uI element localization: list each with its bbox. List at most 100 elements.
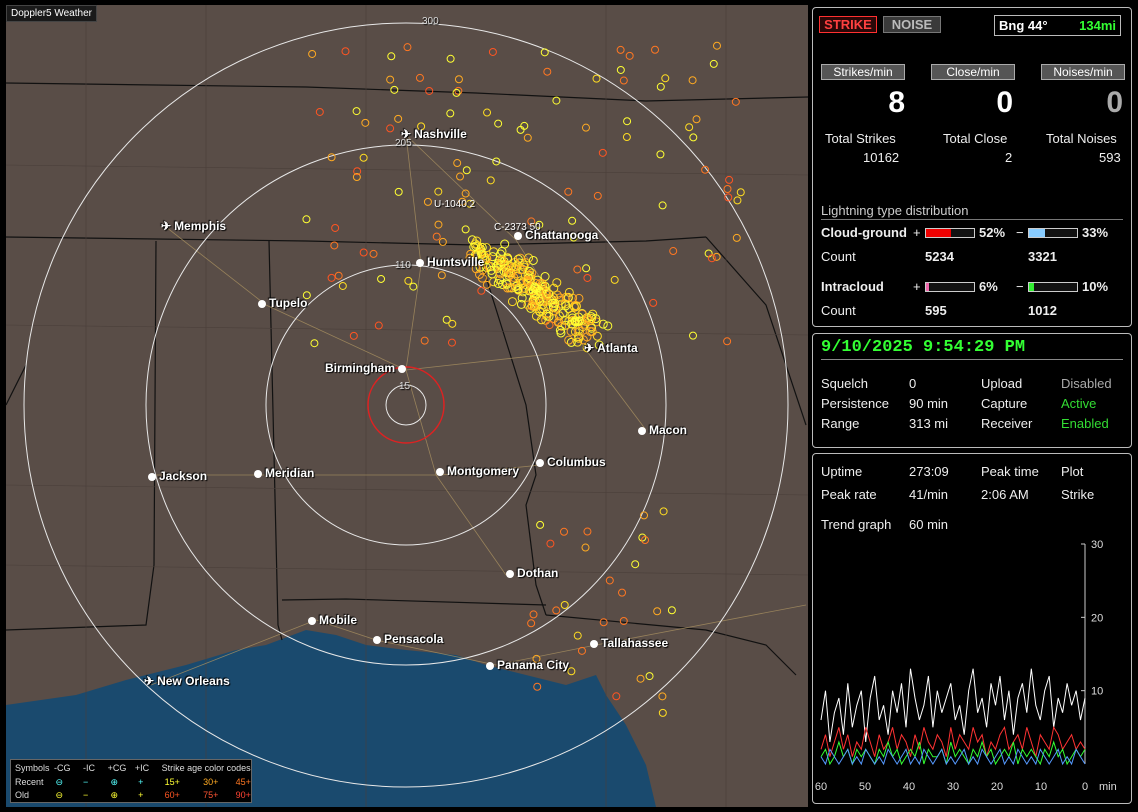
y-tick-label: 20 xyxy=(1091,612,1103,624)
strike-symbol xyxy=(622,133,631,142)
legend-col-pos-cg: +CG xyxy=(107,763,127,773)
strike-symbol xyxy=(524,273,534,283)
city-macon: Macon xyxy=(638,423,687,437)
pos-cg-symbol-icon: ⊕ xyxy=(110,777,119,787)
county-lines xyxy=(6,5,808,807)
strike-symbol xyxy=(645,672,654,681)
strike-symbol xyxy=(349,331,358,340)
strike-symbol xyxy=(497,255,507,265)
close-per-min-header: Close/min xyxy=(931,64,1015,80)
datetime-display: 9/10/2025 9:54:29 PM xyxy=(821,338,1026,357)
x-tick-label: 0 xyxy=(1082,781,1088,793)
peak-rate-label: Peak rate xyxy=(821,487,877,502)
city-chattanooga: Chattanooga xyxy=(514,228,598,242)
legend-age-45: 45+ xyxy=(235,777,251,787)
map-canvas xyxy=(6,5,808,807)
noise-mode-button[interactable]: NOISE xyxy=(883,16,941,33)
city-tupelo: Tupelo xyxy=(258,296,307,310)
city-label: Huntsville xyxy=(427,255,485,269)
strike-symbol xyxy=(454,75,463,84)
strike-symbol xyxy=(552,96,561,105)
ic-negative-count: 1012 xyxy=(1028,303,1057,318)
strike-symbol xyxy=(723,185,732,194)
strike-symbol xyxy=(559,527,568,536)
strike-symbol xyxy=(361,118,370,127)
city-label: Columbus xyxy=(547,455,606,469)
cg-positive-count: 5234 xyxy=(925,249,954,264)
strike-symbol xyxy=(564,335,574,345)
city-pensacola: Pensacola xyxy=(373,632,443,646)
datetime-divider xyxy=(821,359,1123,360)
strike-symbol xyxy=(352,173,361,182)
city-dot-icon xyxy=(398,364,407,373)
x-tick-label: 40 xyxy=(903,781,915,793)
legend-symbols-label: Symbols xyxy=(15,763,50,773)
strike-symbol xyxy=(549,283,559,293)
strike-symbol xyxy=(533,284,542,293)
strike-symbol xyxy=(701,165,710,174)
ic-count-label: Count xyxy=(821,303,856,318)
city-label: Macon xyxy=(649,423,688,437)
neg-ic-symbol-icon: − xyxy=(83,777,89,787)
lightning-map[interactable]: Doppler5 Weather 300 205 110 15 U-1040 2… xyxy=(6,5,808,807)
city-label: Meridian xyxy=(265,466,315,480)
strike-symbol xyxy=(712,252,721,261)
strike-symbol xyxy=(523,133,532,142)
strike-symbol xyxy=(625,51,634,60)
plot-label: Plot xyxy=(1061,464,1084,479)
strike-symbol xyxy=(310,339,319,348)
strike-symbol xyxy=(658,201,667,210)
strike-symbol xyxy=(564,187,573,196)
airport-icon: ✈ xyxy=(161,219,172,233)
strike-symbol xyxy=(446,54,455,63)
strike-symbol xyxy=(446,109,455,118)
strike-symbol xyxy=(636,674,645,683)
strike-symbol xyxy=(583,527,592,536)
strikes-per-min-value: 8 xyxy=(888,86,905,119)
strike-symbol xyxy=(588,309,598,319)
city-label: Tupelo xyxy=(269,296,308,310)
strike-mode-button[interactable]: STRIKE xyxy=(819,16,877,33)
strike-symbol xyxy=(423,197,432,206)
strike-symbol xyxy=(591,317,601,327)
strike-symbol xyxy=(653,607,662,616)
strike-symbol xyxy=(386,124,395,133)
strike-symbol xyxy=(448,319,457,328)
strike-symbol xyxy=(517,293,527,303)
strike-symbol xyxy=(515,253,525,263)
strike-symbol xyxy=(598,148,607,157)
bearing-value: Bng 44° xyxy=(999,18,1048,33)
strike-symbol xyxy=(638,533,647,542)
strike-symbol xyxy=(315,107,324,116)
strike-symbol xyxy=(516,125,525,134)
city-dot-icon xyxy=(506,569,514,578)
city-dot-icon xyxy=(514,231,522,240)
track-label-u: U-1040 2 xyxy=(434,199,476,210)
plot-value[interactable]: Strike xyxy=(1061,487,1095,502)
strike-symbol xyxy=(649,298,658,307)
strike-symbol xyxy=(523,300,533,310)
strike-symbol xyxy=(573,265,582,274)
strike-symbol xyxy=(641,536,650,545)
strike-symbol xyxy=(578,335,588,345)
city-label: Dothan xyxy=(517,566,559,580)
strike-symbol xyxy=(447,338,456,347)
strike-symbol xyxy=(482,280,491,289)
city-label: Jackson xyxy=(159,469,208,483)
distribution-divider xyxy=(821,219,1123,220)
distribution-title: Lightning type distribution xyxy=(821,203,969,218)
strike-symbol xyxy=(527,619,536,628)
strike-symbol xyxy=(574,293,584,303)
ic-minus-sign: − xyxy=(1016,279,1024,294)
strike-symbol xyxy=(516,265,526,275)
cg-negative-count: 3321 xyxy=(1028,249,1057,264)
old-pos-ic-symbol-icon: + xyxy=(138,790,144,800)
city-label: Panama City xyxy=(497,658,570,672)
strike-symbol xyxy=(552,606,561,615)
strike-symbol xyxy=(425,86,434,95)
strike-symbol xyxy=(334,271,343,280)
ring-label-110: 110 xyxy=(395,260,411,271)
strike-symbol xyxy=(612,692,621,701)
strike-symbol xyxy=(437,271,446,280)
strike-symbol xyxy=(587,327,597,337)
